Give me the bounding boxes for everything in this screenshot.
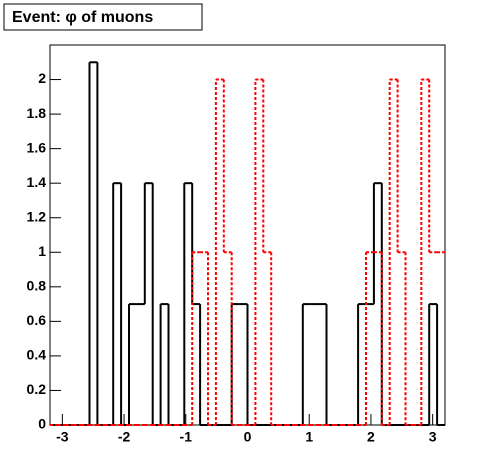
y-tick-label: 0 bbox=[38, 416, 46, 432]
y-tick-label: 1.8 bbox=[27, 105, 47, 121]
y-tick-label: 1.4 bbox=[27, 174, 47, 190]
y-tick-label: 0.8 bbox=[27, 278, 47, 294]
x-tick-label: 0 bbox=[244, 429, 252, 445]
x-tick-label: 1 bbox=[305, 429, 313, 445]
y-tick-label: 2 bbox=[38, 70, 46, 86]
x-tick-label: 2 bbox=[367, 429, 375, 445]
y-tick-label: 1 bbox=[38, 243, 46, 259]
y-tick-label: 0.6 bbox=[27, 312, 47, 328]
x-tick-label: -2 bbox=[118, 429, 131, 445]
y-tick-label: 0.2 bbox=[27, 381, 47, 397]
y-tick-label: 1.2 bbox=[27, 208, 47, 224]
chart-title: Event: φ of muons bbox=[12, 9, 153, 26]
title-box bbox=[3, 3, 203, 31]
x-tick-label: -1 bbox=[180, 429, 193, 445]
y-tick-label: 1.6 bbox=[27, 139, 47, 155]
y-tick-label: 0.4 bbox=[27, 347, 47, 363]
x-tick-label: 3 bbox=[429, 429, 437, 445]
x-tick-label: -3 bbox=[56, 429, 69, 445]
